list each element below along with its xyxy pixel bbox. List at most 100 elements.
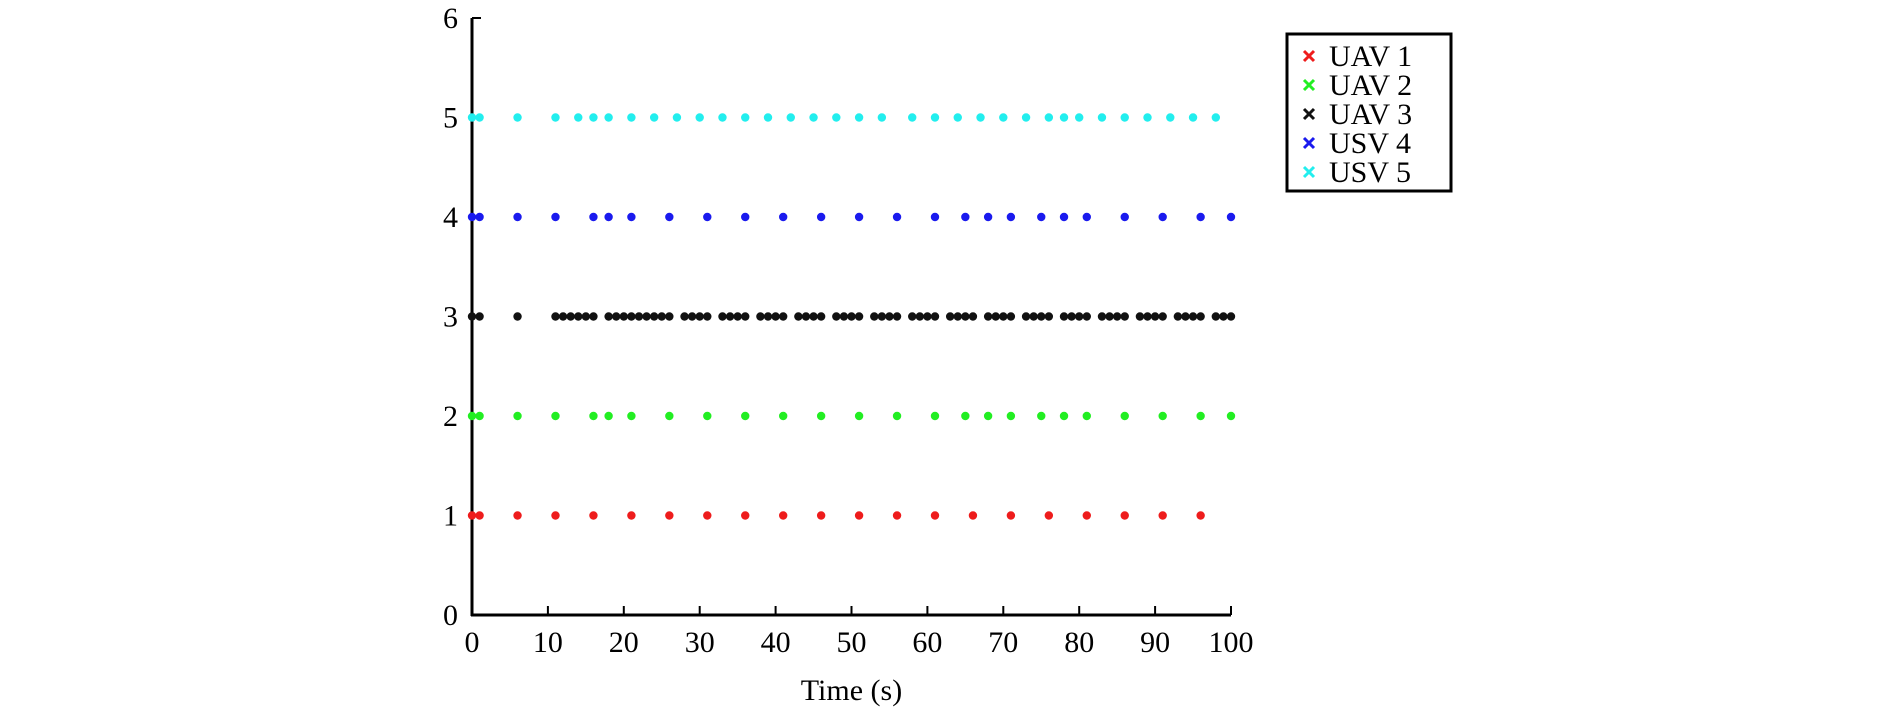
- data-point: [1143, 113, 1152, 122]
- data-point: [778, 411, 788, 421]
- data-point: [763, 312, 773, 321]
- data-point: [756, 312, 765, 321]
- data-point: [467, 212, 477, 222]
- y-tick-label: 2: [443, 400, 458, 433]
- data-point: [695, 113, 704, 122]
- data-point: [778, 312, 788, 321]
- data-point: [854, 212, 864, 222]
- data-point: [771, 312, 780, 321]
- x-tick-label: 50: [837, 626, 867, 659]
- y-tick-label: 0: [443, 599, 458, 632]
- data-point: [1158, 312, 1167, 321]
- x-tick-label: 30: [685, 626, 715, 659]
- x-axis-label: Time (s): [801, 674, 902, 707]
- series-uav-2: [467, 411, 1236, 421]
- data-point: [1006, 212, 1016, 222]
- data-point: [877, 312, 887, 321]
- data-point: [945, 312, 955, 321]
- data-point: [1166, 113, 1175, 122]
- data-point: [991, 312, 1000, 321]
- data-point: [589, 511, 598, 520]
- data-point: [1075, 113, 1084, 122]
- data-point: [961, 212, 970, 222]
- x-tick-label: 80: [1064, 626, 1094, 659]
- data-point: [741, 212, 750, 222]
- data-point: [870, 312, 879, 321]
- data-point: [892, 212, 902, 222]
- legend-label: UAV 3: [1329, 98, 1412, 131]
- data-point: [885, 312, 894, 321]
- data-point: [718, 113, 727, 122]
- data-point: [1226, 312, 1236, 321]
- data-point: [665, 511, 674, 520]
- data-point: [604, 212, 613, 222]
- legend-label: USV 4: [1329, 127, 1411, 160]
- data-point: [854, 511, 864, 520]
- data-point: [1044, 312, 1054, 321]
- data-point: [923, 312, 932, 321]
- data-point: [877, 113, 887, 122]
- data-point: [475, 312, 484, 321]
- data-point: [589, 411, 598, 421]
- data-point: [604, 113, 613, 122]
- data-point: [718, 312, 727, 321]
- data-point: [968, 312, 978, 321]
- data-point: [1188, 312, 1198, 321]
- data-point: [558, 312, 568, 321]
- legend-marker: [1302, 107, 1316, 121]
- data-point: [1067, 312, 1076, 321]
- data-point: [983, 312, 993, 321]
- data-point: [908, 312, 917, 321]
- legend-label: UAV 2: [1329, 69, 1412, 102]
- data-point: [892, 312, 902, 321]
- data-point: [1112, 312, 1122, 321]
- data-point: [1075, 312, 1084, 321]
- legend-marker: [1302, 136, 1316, 150]
- data-point: [665, 212, 674, 222]
- data-point: [930, 511, 940, 520]
- data-point: [703, 511, 712, 520]
- data-point: [725, 312, 735, 321]
- data-point: [816, 511, 826, 520]
- data-point: [930, 113, 940, 122]
- data-point: [574, 312, 583, 321]
- series-usv-4: [467, 212, 1236, 222]
- data-point: [475, 511, 484, 520]
- data-point: [892, 511, 902, 520]
- legend-entry: UAV 2: [1302, 69, 1412, 102]
- data-point: [604, 312, 613, 321]
- data-point: [854, 312, 864, 321]
- data-point: [574, 113, 583, 122]
- data-point: [1059, 411, 1069, 421]
- data-point: [1082, 212, 1091, 222]
- x-tick-label: 90: [1140, 626, 1170, 659]
- data-point: [627, 411, 636, 421]
- data-point: [1211, 312, 1221, 321]
- data-point: [551, 312, 560, 321]
- plot-area: 0 1 2 3 4 5 6 0 10 20 30 40 50 60 70 80 90 100: [443, 2, 1254, 659]
- data-point: [1059, 212, 1069, 222]
- data-point: [968, 511, 978, 520]
- y-tick-label: 1: [443, 500, 458, 533]
- data-point: [741, 312, 750, 321]
- data-point: [983, 212, 993, 222]
- data-point: [809, 113, 818, 122]
- data-point: [1188, 113, 1198, 122]
- data-point: [1135, 312, 1145, 321]
- data-point: [930, 212, 940, 222]
- data-point: [551, 113, 560, 122]
- data-point: [1120, 411, 1129, 421]
- data-point: [801, 312, 811, 321]
- data-point: [1158, 511, 1167, 520]
- x-tick-label: 40: [761, 626, 791, 659]
- data-point: [513, 411, 522, 421]
- y-tick-label: 4: [443, 201, 458, 234]
- data-point: [930, 312, 940, 321]
- data-point: [983, 411, 993, 421]
- data-point: [1196, 511, 1205, 520]
- data-point: [1120, 113, 1129, 122]
- data-point: [778, 511, 788, 520]
- data-point: [703, 312, 712, 321]
- data-point: [649, 113, 659, 122]
